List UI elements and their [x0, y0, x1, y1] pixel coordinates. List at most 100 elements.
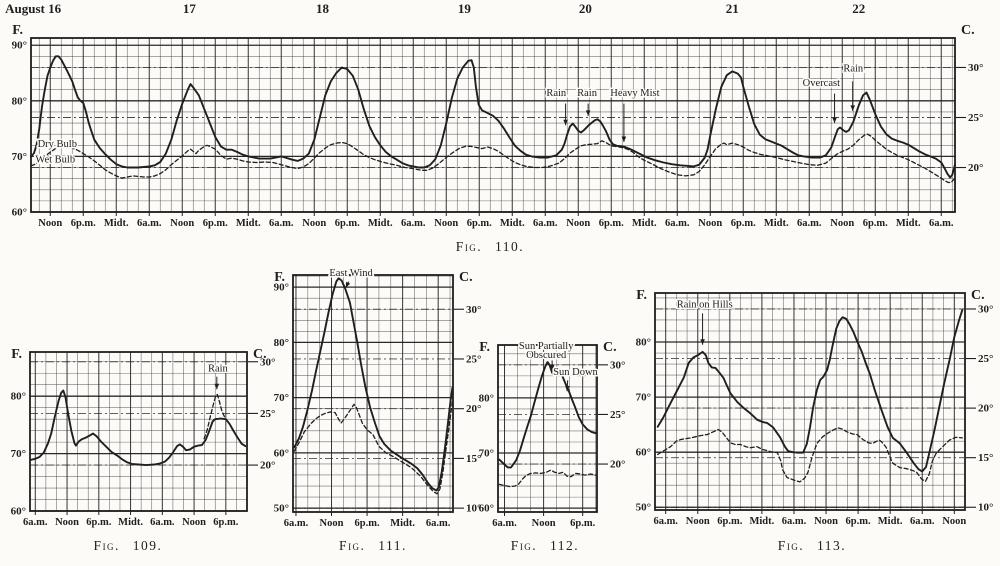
x-axis-tick-label: Midt.: [236, 218, 261, 229]
x-axis-tick-label: Noon: [942, 516, 966, 527]
c-axis-label: C.: [961, 23, 975, 38]
x-axis-tick-label: 6p.m.: [355, 518, 380, 529]
c-axis-label: C.: [603, 340, 617, 355]
f-axis-tick-label: 60°: [274, 447, 289, 459]
dry-bulb-rain-segment-curve: [203, 393, 226, 440]
c-axis-tick-label: 30°: [466, 304, 481, 316]
x-axis-tick-label: 6a.m.: [782, 516, 807, 527]
arrowhead-icon: [345, 281, 351, 288]
c-axis-tick-label: 25°: [260, 408, 275, 420]
wet-bulb-curve: [30, 133, 956, 184]
plot-border: [497, 344, 598, 513]
f-axis-label: F.: [479, 340, 490, 355]
f-axis-tick-label: 70°: [12, 151, 27, 163]
x-axis-tick-label: 6p.m.: [213, 517, 238, 528]
dry-bulb-curve: [293, 277, 454, 492]
annotation-label: Rain: [546, 88, 567, 99]
dry-bulb-curve: [30, 55, 956, 179]
f-axis-tick-label: 60°: [11, 506, 26, 518]
c-axis-tick-label: 10°: [978, 502, 993, 514]
annotation-label: Rain on Hills: [677, 299, 733, 310]
fig-112-chart: 30° 25° 20° 6a.m. Noon 6p.m. 80° 70° 60° F. C. Sun …: [479, 339, 626, 529]
plot-border: [654, 292, 966, 511]
f-axis-tick-label: 80°: [11, 391, 26, 403]
day-label: 22: [852, 1, 865, 16]
x-axis-tick-label: 6p.m.: [599, 218, 624, 229]
f-axis-tick-label: 90°: [12, 40, 27, 52]
x-axis-tick-label: 6p.m.: [467, 218, 492, 229]
x-axis-tick-label: Midt.: [390, 518, 415, 529]
wet-bulb-curve: [657, 427, 963, 483]
caption-fig-109: Fig. 109.: [93, 538, 163, 553]
caption-fig-110: Fig. 110.: [455, 239, 525, 254]
x-axis-tick-label: 6a.m.: [910, 516, 935, 527]
f-axis-tick-label: 90°: [274, 282, 289, 294]
arrowhead-icon: [832, 117, 837, 124]
dry-bulb-curve: [656, 309, 964, 473]
x-axis-tick-label: Noon: [830, 218, 854, 229]
x-axis-tick-label: Midt.: [368, 218, 393, 229]
caption-fig-112: Fig. 112.: [510, 538, 580, 553]
c-axis-tick-label: 30°: [610, 359, 625, 371]
arrowhead-icon: [585, 110, 591, 116]
annotation-label: Sun Partially: [519, 341, 574, 352]
x-axis-tick-label: Noon: [55, 517, 79, 528]
c-axis-tick-label: 15°: [978, 452, 993, 464]
x-axis-tick-label: 6a.m.: [492, 518, 517, 529]
c-axis-tick-label: 20°: [610, 459, 625, 471]
annotation-label: Obscured: [526, 350, 567, 361]
fig-110-chart: 30° 25° 20° Noon 6p.m. Midt. 6a.m. Noon 6p.m. Mid…: [5, 1, 983, 229]
f-axis-tick-label: 70°: [479, 448, 494, 460]
x-axis-tick-label: Noon: [814, 516, 838, 527]
x-axis-tick-label: 6p.m.: [203, 218, 228, 229]
x-axis-tick-label: Midt.: [500, 218, 525, 229]
day-label: 20: [579, 1, 592, 16]
f-axis-tick-label: 60°: [636, 447, 651, 459]
caption-fig-111: Fig. 111.: [339, 538, 407, 553]
x-axis-tick-label: Midt.: [118, 517, 143, 528]
annotation-label: East Wind: [329, 268, 373, 279]
f-axis-tick-label: 80°: [479, 392, 494, 404]
c-axis-tick-label: 25°: [466, 353, 481, 365]
annotation-label: Rain: [208, 364, 229, 375]
x-axis-tick-label: 6a.m.: [23, 517, 48, 528]
arrowhead-icon: [563, 119, 568, 126]
x-axis-tick-label: 6a.m.: [533, 218, 558, 229]
day-label: 19: [458, 1, 472, 16]
arrowhead-icon: [700, 339, 705, 345]
annotation-label: Rain: [577, 88, 598, 99]
arrowhead-icon: [850, 105, 855, 111]
c-axis-tick-label: 20°: [260, 460, 275, 472]
dry-bulb-curve: [498, 361, 597, 469]
curve-label: Wet Bulb: [35, 155, 75, 166]
wet-bulb-curve: [293, 400, 454, 495]
x-axis-tick-label: Noon: [170, 218, 194, 229]
f-axis-tick-label: 60°: [12, 207, 27, 219]
x-axis-tick-label: 6a.m.: [426, 518, 451, 529]
x-axis-tick-label: 6a.m.: [150, 517, 175, 528]
x-axis-tick-label: Midt.: [104, 218, 129, 229]
c-axis-tick-label: 20°: [978, 403, 993, 415]
f-axis-label: F.: [636, 288, 647, 303]
x-axis-tick-label: 6a.m.: [269, 218, 294, 229]
x-axis-tick-label: 6a.m.: [653, 516, 678, 527]
x-axis-tick-label: Midt.: [764, 218, 789, 229]
x-axis-tick-label: Midt.: [749, 516, 774, 527]
annotation-label: Overcast: [803, 78, 840, 89]
x-axis-tick-label: Noon: [698, 218, 722, 229]
annotation-label: Rain: [843, 63, 864, 74]
c-axis-label: C.: [459, 270, 473, 285]
x-axis-tick-label: 6a.m.: [401, 218, 426, 229]
x-axis-tick-label: 6a.m.: [797, 218, 822, 229]
annotation-label: Heavy Mist: [610, 88, 659, 99]
x-axis-tick-label: 6a.m.: [929, 218, 954, 229]
c-axis-tick-label: 25°: [968, 112, 983, 124]
x-axis-tick-label: Noon: [566, 218, 590, 229]
day-label: August 16: [5, 1, 61, 16]
f-axis-tick-label: 70°: [11, 448, 26, 460]
c-axis-tick-label: 10°: [466, 503, 481, 515]
f-axis-tick-label: 50°: [636, 502, 651, 514]
x-axis-tick-label: Noon: [686, 516, 710, 527]
x-axis-tick-label: 6a.m.: [665, 218, 690, 229]
c-axis-tick-label: 30°: [978, 303, 993, 315]
